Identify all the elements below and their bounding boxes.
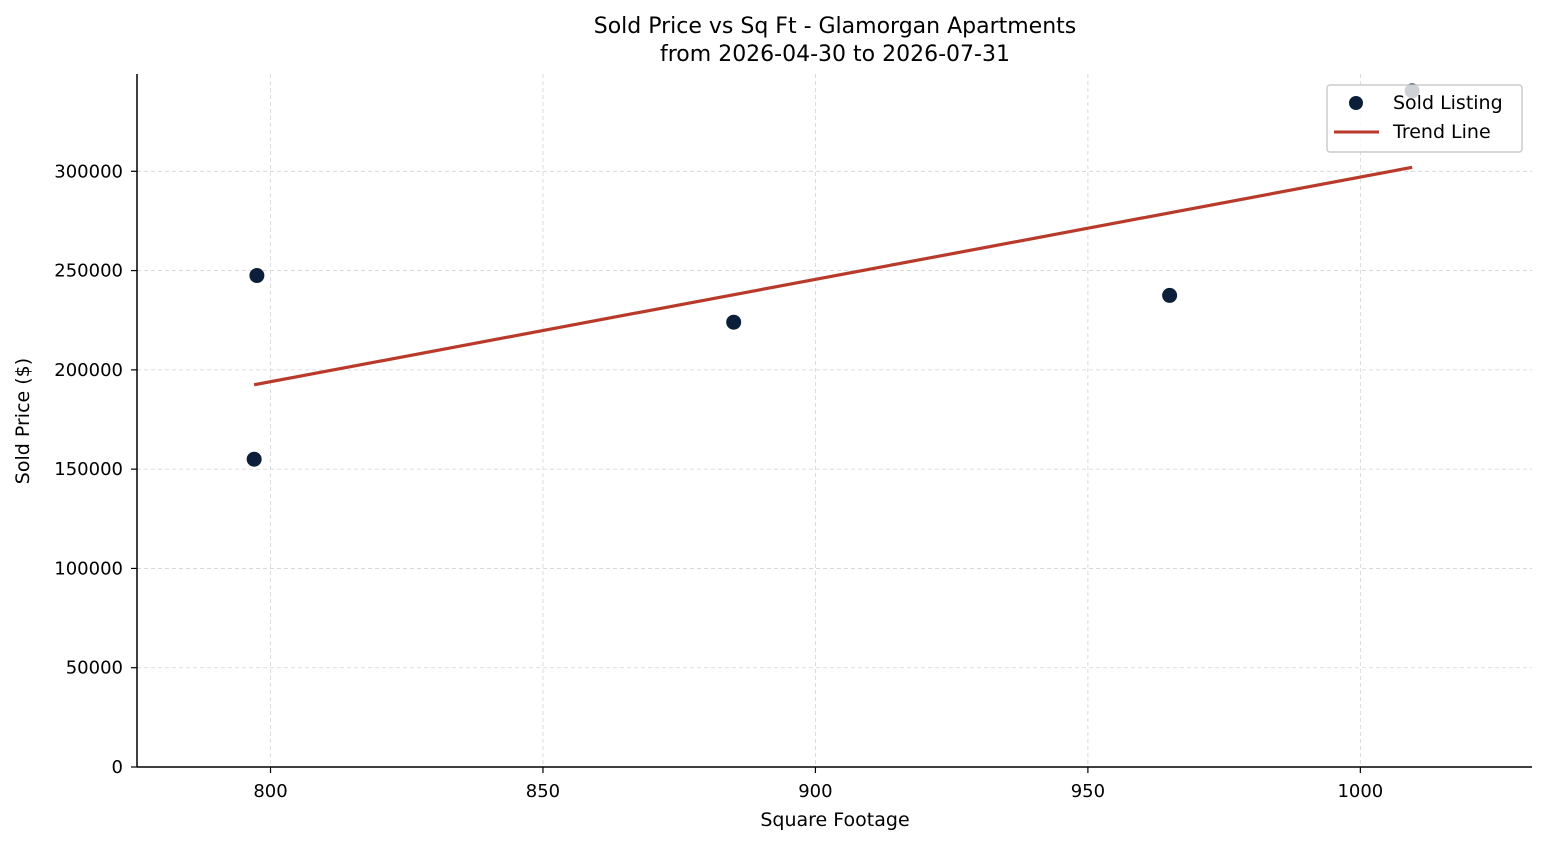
chart-title: Sold Price vs Sq Ft - Glamorgan Apartmen… bbox=[594, 14, 1077, 39]
legend-marker-sold-listing bbox=[1349, 96, 1363, 110]
legend: Sold Listing Trend Line bbox=[1326, 84, 1523, 153]
data-point bbox=[246, 451, 262, 467]
y-axis-label: Sold Price ($) bbox=[12, 358, 34, 484]
legend-frame bbox=[1326, 84, 1523, 153]
x-tick-label: 850 bbox=[526, 781, 560, 802]
chart-subtitle: from 2026-04-30 to 2026-07-31 bbox=[660, 42, 1010, 67]
y-tick-label: 0 bbox=[112, 757, 123, 778]
y-tick-label: 50000 bbox=[66, 658, 123, 679]
data-point bbox=[726, 314, 742, 330]
y-tick-label: 200000 bbox=[54, 360, 123, 381]
x-axis-ticks: 800 850 900 950 1000 bbox=[253, 767, 1383, 802]
grid bbox=[137, 74, 1532, 768]
plot-area bbox=[246, 83, 1420, 467]
x-axis-label: Square Footage bbox=[760, 809, 909, 831]
legend-label-trend-line: Trend Line bbox=[1392, 121, 1491, 143]
y-tick-label: 300000 bbox=[54, 161, 123, 182]
legend-label-sold-listing: Sold Listing bbox=[1393, 92, 1503, 114]
x-tick-label: 1000 bbox=[1337, 781, 1383, 802]
y-axis-ticks: 0 50000 100000 150000 200000 250000 300000 bbox=[54, 161, 137, 778]
y-tick-label: 150000 bbox=[54, 459, 123, 480]
y-tick-label: 250000 bbox=[54, 261, 123, 282]
data-point bbox=[1162, 287, 1178, 303]
y-tick-label: 100000 bbox=[54, 558, 123, 579]
x-tick-label: 900 bbox=[798, 781, 832, 802]
x-tick-label: 800 bbox=[253, 781, 287, 802]
data-point bbox=[249, 268, 265, 284]
x-tick-label: 950 bbox=[1071, 781, 1105, 802]
trend-line bbox=[253, 165, 1413, 387]
